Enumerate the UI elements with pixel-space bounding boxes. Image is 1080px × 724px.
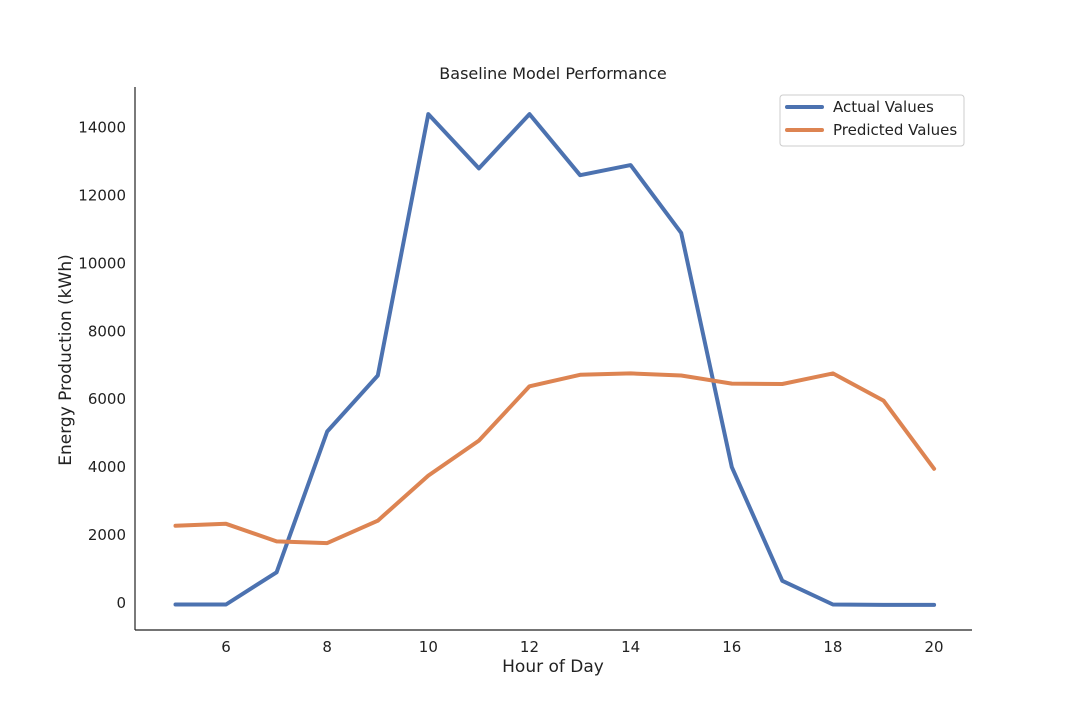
- y-tick-label: 12000: [78, 187, 126, 205]
- x-tick-label: 8: [322, 638, 332, 656]
- x-tick-label: 10: [419, 638, 438, 656]
- series-lines: [173, 112, 937, 607]
- x-axis-label: Hour of Day: [502, 657, 604, 677]
- series-line-predicted: [173, 371, 937, 546]
- x-tick-labels: 6 8 10 12 14 16 18 20: [221, 638, 943, 656]
- x-tick-label: 18: [823, 638, 842, 656]
- series-line-actual: [173, 112, 937, 607]
- y-tick-label: 14000: [78, 119, 126, 137]
- y-tick-label: 2000: [88, 526, 126, 544]
- x-tick-label: 14: [621, 638, 640, 656]
- y-tick-label: 4000: [88, 458, 126, 476]
- x-tick-label: 20: [925, 638, 944, 656]
- y-tick-label: 6000: [88, 390, 126, 408]
- x-tick-label: 16: [722, 638, 741, 656]
- legend-label: Actual Values: [833, 98, 934, 116]
- y-tick-label: 8000: [88, 322, 126, 340]
- y-axis-label: Energy Production (kWh): [56, 254, 76, 465]
- y-tick-labels: 0 2000 4000 6000 8000 10000 12000 14000: [78, 119, 126, 612]
- legend-box: [779, 94, 965, 147]
- legend-label: Predicted Values: [833, 121, 957, 139]
- x-tick-label: 12: [520, 638, 539, 656]
- y-tick-label: 0: [116, 594, 126, 612]
- chart-title: Baseline Model Performance: [439, 64, 666, 83]
- x-tick-label: 6: [221, 638, 231, 656]
- legend: Actual Values Predicted Values: [779, 94, 965, 147]
- y-tick-label: 10000: [78, 254, 126, 272]
